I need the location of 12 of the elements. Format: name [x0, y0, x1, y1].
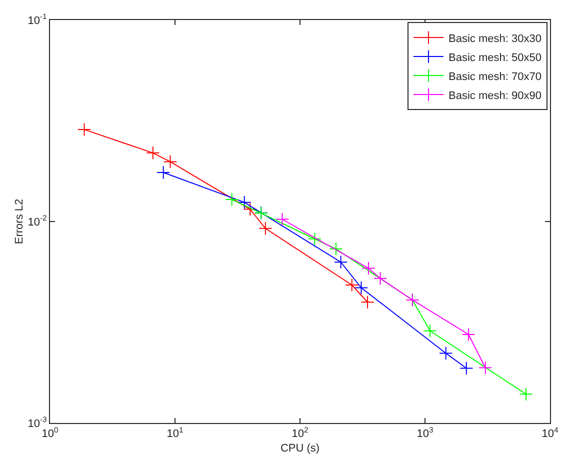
x-tick-label: 10$^{1}$: [166, 426, 184, 440]
x-tick-label: 10$^{2}$: [292, 426, 308, 440]
x-tick-label: 10$^{3}$: [416, 426, 434, 440]
legend-label: Basic mesh: 30x30: [448, 32, 542, 45]
legend-label: Basic mesh: 90x90: [448, 90, 542, 102]
x-axis-title: CPU (s): [280, 442, 320, 454]
legend-label: Basic mesh: 50x50: [448, 52, 542, 64]
legend-label: Basic mesh: 70x70: [448, 70, 542, 83]
y-tick-label: 10$^{-2}$: [28, 214, 47, 228]
y-tick-label: 10$^{-1}$: [28, 12, 47, 27]
x-tick-label: 10$^{4}$: [542, 426, 559, 440]
y-axis-title: Errors L2: [13, 198, 26, 244]
